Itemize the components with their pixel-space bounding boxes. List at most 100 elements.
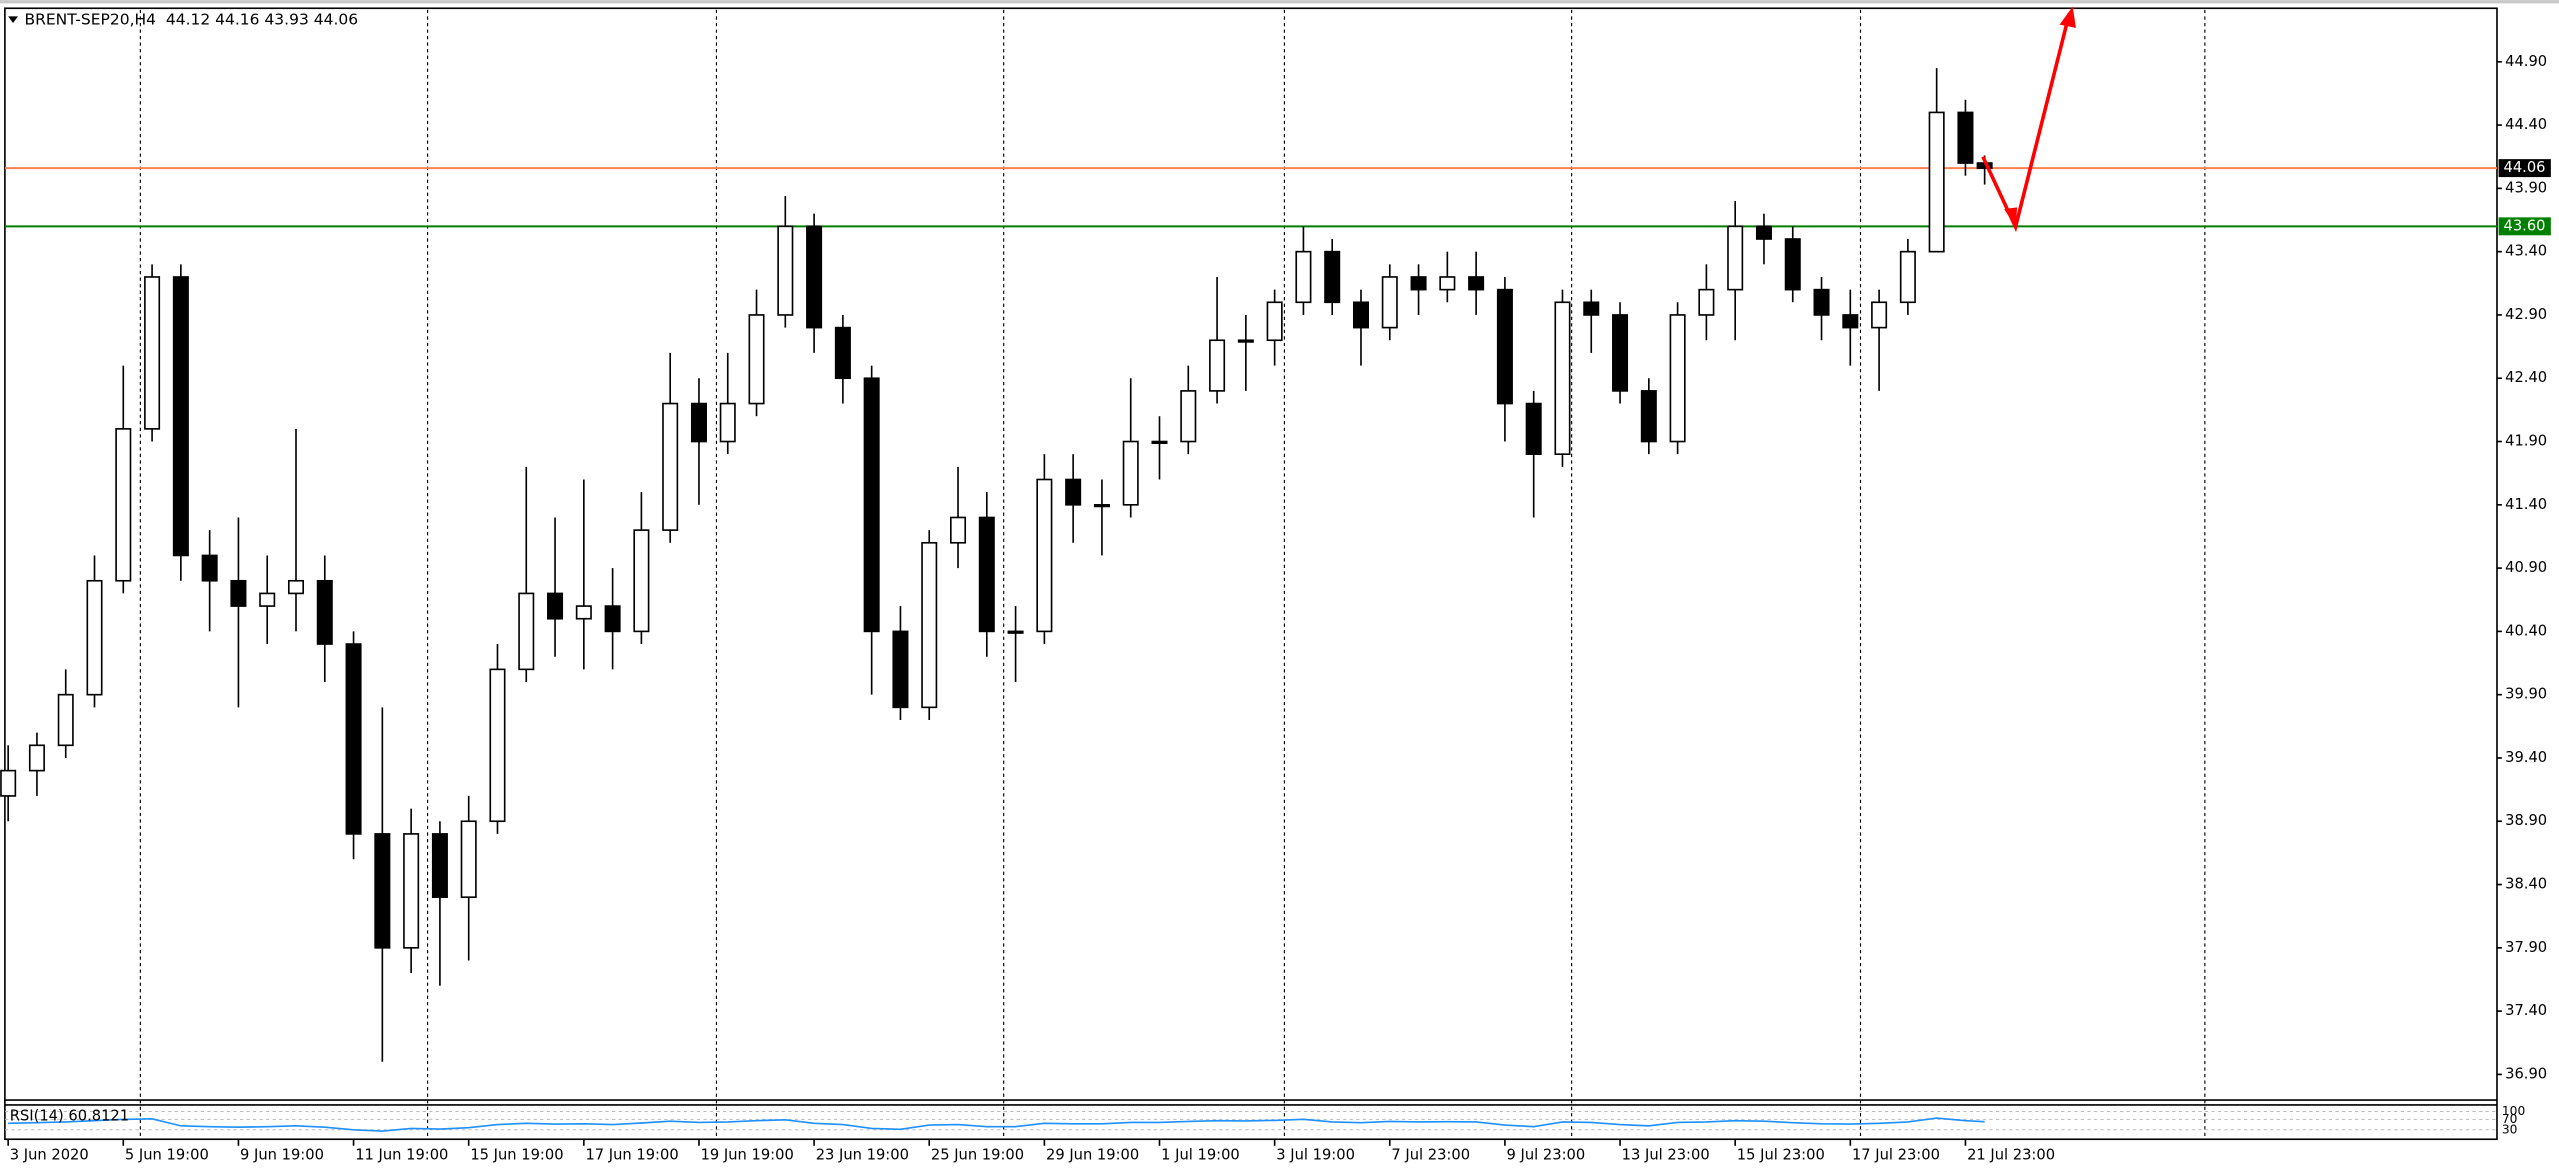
candle-body-up	[259, 592, 276, 607]
candle-body-up	[1122, 440, 1139, 506]
y-tick-label: 38.40	[2505, 876, 2547, 893]
candle-body-up	[57, 693, 74, 747]
arrow-head	[2059, 6, 2076, 28]
candle-body-up	[633, 529, 650, 633]
quote: 44.12 44.16 43.93 44.06	[166, 10, 358, 28]
price-label: 44.06	[2504, 159, 2546, 176]
plot	[0, 68, 2497, 1132]
candle-body-up	[1295, 250, 1312, 304]
indicator-line	[8, 1117, 1985, 1132]
indicator-tick-label: 30	[2502, 1122, 2518, 1136]
candle-body-down	[1410, 276, 1427, 291]
candle-body-down	[1583, 301, 1600, 316]
x-tick-label: 23 Jun 19:00	[816, 1147, 909, 1164]
x-tick-label: 19 Jun 19:00	[701, 1147, 794, 1164]
x-tick-label: 1 Jul 19:00	[1161, 1147, 1240, 1164]
candle-body-up	[1669, 314, 1686, 443]
y-tick-label: 43.90	[2505, 179, 2547, 196]
candle-body-down	[1525, 402, 1542, 455]
y-tick-label: 41.40	[2505, 496, 2547, 513]
candle-body-down	[172, 276, 189, 557]
x-tick-label: 15 Jul 23:00	[1737, 1147, 1825, 1164]
candle-body-down	[604, 605, 621, 633]
candle-body-down	[201, 554, 218, 582]
symbol: BRENT-SEP20,H4	[24, 10, 156, 28]
candle-body-down	[1784, 238, 1801, 291]
x-tick-label: 17 Jun 19:00	[585, 1147, 678, 1164]
candle-body-down	[1842, 314, 1859, 329]
candle-body-up	[115, 428, 132, 582]
y-tick-label: 39.40	[2505, 749, 2547, 766]
chart-header: BRENT-SEP20,H4 44.12 44.16 43.93 44.06	[24, 10, 358, 28]
candle-body-up	[460, 820, 477, 899]
candle-body-up	[0, 769, 17, 797]
candle-body-up	[1266, 301, 1283, 342]
candle-body-up	[1899, 250, 1916, 304]
candle-body-down	[345, 643, 362, 835]
y-tick-label: 40.90	[2505, 559, 2547, 576]
candle-body-down	[547, 592, 564, 620]
candle-body-down	[834, 326, 851, 380]
candle-body-up	[403, 833, 420, 949]
y-tick-label: 41.90	[2505, 433, 2547, 450]
candle-body-down	[1324, 250, 1341, 304]
y-tick-label: 40.40	[2505, 622, 2547, 639]
drawn-arrow	[1981, 6, 2076, 233]
x-tick-label: 9 Jun 19:00	[240, 1147, 324, 1164]
indicator-tick-label: 100	[2502, 1104, 2525, 1118]
x-tick-label: 3 Jul 19:00	[1276, 1147, 1355, 1164]
collapse-icon[interactable]	[8, 16, 18, 23]
candle-body-down	[1352, 301, 1370, 329]
price-label-box	[2498, 217, 2551, 236]
candle-body-down	[1612, 314, 1629, 392]
candle-body-up	[1381, 276, 1398, 329]
candle-body-down	[1496, 288, 1513, 405]
x-tick-label: 3 Jun 2020	[10, 1147, 89, 1164]
candle-body-up	[86, 579, 103, 696]
x-tick-label: 17 Jul 23:00	[1852, 1147, 1940, 1164]
y-tick-label: 42.90	[2505, 306, 2547, 323]
y-tick-label: 36.90	[2505, 1065, 2547, 1082]
candle-body-down	[230, 579, 247, 607]
indicator-tick-label: 70	[2502, 1112, 2518, 1126]
candle-body-up	[518, 592, 535, 671]
candle-body-down	[1813, 288, 1830, 316]
price-label: 43.60	[2504, 217, 2546, 234]
candle-body-down	[1957, 111, 1974, 164]
top-bar	[0, 0, 2559, 4]
candle-body-down	[431, 833, 448, 899]
candle-body-down	[1755, 225, 1772, 240]
x-tick-label: 21 Jul 23:00	[1967, 1147, 2055, 1164]
x-tick-label: 25 Jun 19:00	[931, 1147, 1024, 1164]
candle-body-down	[690, 402, 707, 443]
candle-body-up	[921, 541, 938, 709]
y-tick-label: 42.40	[2505, 369, 2547, 386]
candle-body-up	[489, 668, 506, 823]
candle-body-up	[1928, 111, 1945, 253]
candle-body-up	[1093, 503, 1110, 508]
y-tick-label: 37.90	[2505, 939, 2547, 956]
x-tick-label: 15 Jun 19:00	[470, 1147, 563, 1164]
candle-body-down	[863, 377, 880, 633]
candle-body-down	[806, 225, 823, 329]
candle-body-up	[1180, 390, 1197, 443]
price-label-box	[2498, 159, 2551, 178]
candle-body-up	[1727, 225, 1744, 291]
candle-body-up	[28, 744, 45, 772]
candle-body-up	[287, 579, 305, 595]
candle-body-down	[316, 579, 333, 645]
y-tick-label: 37.40	[2505, 1002, 2547, 1019]
x-tick-label: 5 Jun 19:00	[125, 1147, 209, 1164]
candle-body-up	[719, 402, 736, 443]
candle-body-up	[748, 314, 765, 405]
candle-body-up	[1007, 630, 1024, 634]
y-tick-label: 44.90	[2505, 53, 2547, 70]
candle-body-down	[892, 630, 909, 709]
candle-body-down	[978, 516, 995, 633]
candle-body-down	[1065, 478, 1082, 506]
chart-frame	[4, 7, 2498, 1141]
candle-body-up	[1698, 288, 1715, 316]
candle-body-down	[374, 833, 391, 949]
